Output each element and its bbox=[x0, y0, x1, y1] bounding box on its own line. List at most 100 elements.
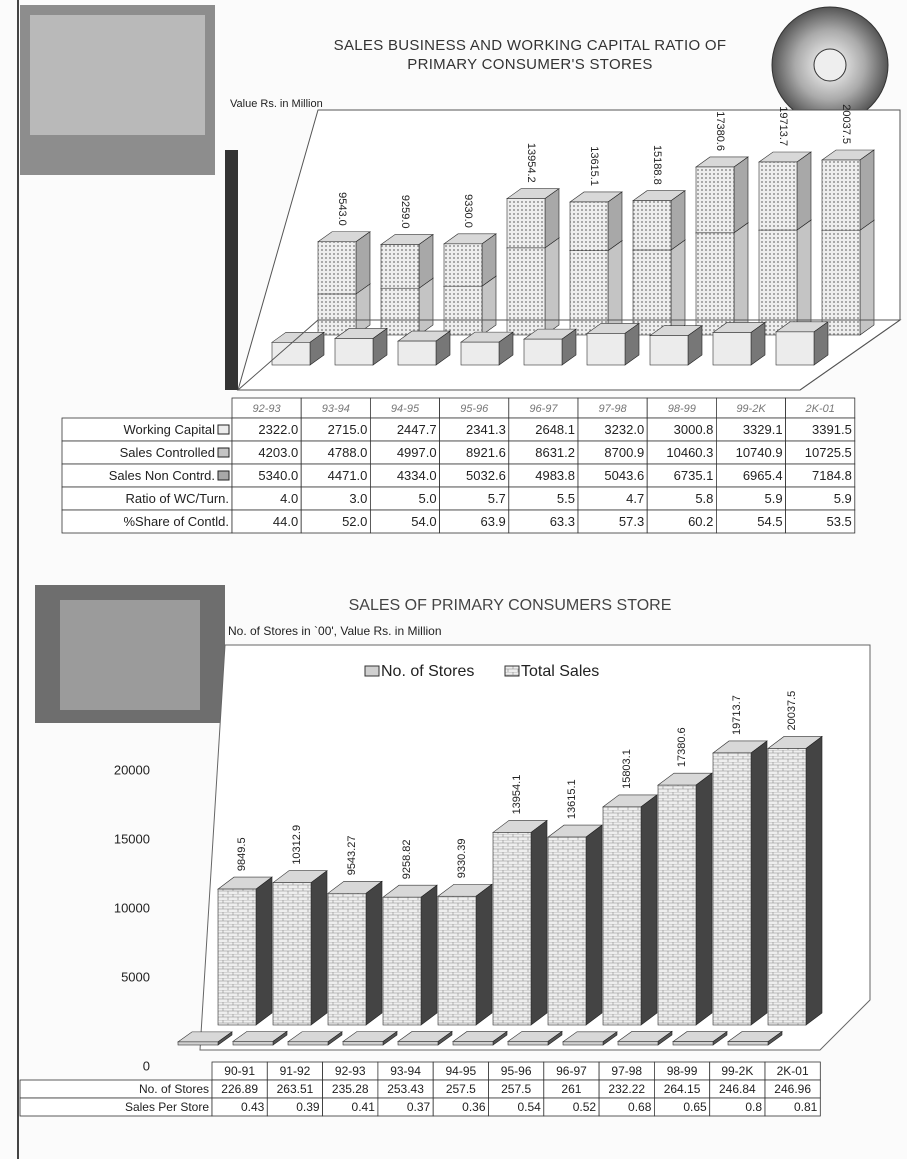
table-text: 8700.9 bbox=[604, 445, 644, 460]
table-text: 5340.0 bbox=[258, 468, 298, 483]
table-text: 5.7 bbox=[488, 491, 506, 506]
table-text: 0.8 bbox=[745, 1100, 762, 1114]
table-text: 5.0 bbox=[419, 491, 437, 506]
bar bbox=[821, 159, 861, 231]
table-text: 4203.0 bbox=[258, 445, 298, 460]
table-text: Ratio of WC/Turn. bbox=[125, 491, 229, 506]
data-label: 10312.9 bbox=[291, 825, 303, 865]
table-text: 4334.0 bbox=[397, 468, 437, 483]
table-text: 91-92 bbox=[280, 1064, 311, 1078]
bar bbox=[380, 287, 420, 336]
bar bbox=[272, 882, 312, 1026]
bar bbox=[547, 836, 587, 1026]
legend-swatch bbox=[217, 447, 230, 458]
bar bbox=[775, 331, 815, 366]
bar bbox=[397, 340, 437, 366]
data-label: 13954.2 bbox=[525, 143, 537, 183]
bar bbox=[460, 341, 500, 366]
bar bbox=[617, 1041, 659, 1046]
table-text: 0.41 bbox=[352, 1100, 376, 1114]
legend-swatch bbox=[364, 665, 380, 677]
bar bbox=[767, 748, 807, 1026]
data-label: 9330.39 bbox=[456, 838, 468, 878]
bar bbox=[217, 888, 257, 1026]
table-text: 0.65 bbox=[683, 1100, 707, 1114]
bar-side bbox=[670, 190, 686, 251]
table-text: 0.54 bbox=[517, 1100, 541, 1114]
bar-side bbox=[607, 191, 623, 252]
bar-side bbox=[796, 219, 812, 336]
y-tick-label: 15000 bbox=[114, 831, 150, 846]
data-label: 9330.0 bbox=[462, 194, 474, 228]
bar bbox=[317, 241, 357, 295]
table-text: 98-99 bbox=[668, 403, 696, 415]
bar bbox=[452, 1041, 494, 1046]
y-tick-label: 10000 bbox=[114, 900, 150, 915]
data-label: 17380.6 bbox=[714, 111, 726, 151]
table-text: 5032.6 bbox=[466, 468, 506, 483]
table-text: 0.39 bbox=[296, 1100, 320, 1114]
table-text: 261 bbox=[561, 1082, 581, 1096]
bar-side bbox=[530, 819, 548, 1026]
table-text: 2K-01 bbox=[805, 403, 835, 415]
bar bbox=[232, 1041, 274, 1046]
side-wall bbox=[225, 150, 238, 390]
table-text: 63.3 bbox=[550, 514, 575, 529]
photo-detail bbox=[60, 600, 200, 710]
floor bbox=[236, 319, 902, 391]
table-text: 2322.0 bbox=[258, 422, 298, 437]
table-text: 10460.3 bbox=[666, 445, 713, 460]
table-text: 44.0 bbox=[273, 514, 298, 529]
table-text: 63.9 bbox=[480, 514, 505, 529]
bar bbox=[586, 333, 626, 366]
bar bbox=[569, 250, 609, 336]
table-text: 4471.0 bbox=[328, 468, 368, 483]
table-text: 95-96 bbox=[460, 403, 489, 415]
bar bbox=[443, 285, 483, 336]
table-text: 253.43 bbox=[387, 1082, 424, 1096]
data-label: 9849.5 bbox=[236, 837, 248, 871]
bar-side bbox=[733, 156, 749, 234]
bar bbox=[507, 1041, 549, 1046]
table-text: 257.5 bbox=[446, 1082, 476, 1096]
bar bbox=[672, 1041, 714, 1046]
bar bbox=[382, 896, 422, 1026]
bar bbox=[287, 1041, 329, 1046]
table-text: 5043.6 bbox=[604, 468, 644, 483]
bar bbox=[569, 201, 609, 251]
bar bbox=[695, 166, 735, 234]
bar bbox=[649, 335, 689, 366]
table-text: 97-98 bbox=[611, 1064, 642, 1078]
data-label: 20037.5 bbox=[786, 691, 798, 731]
bar-side bbox=[640, 794, 658, 1026]
data-label: 13954.1 bbox=[511, 775, 523, 815]
table-text: Sales Non Contrd. bbox=[109, 468, 215, 483]
y-tick-label: 20000 bbox=[114, 762, 150, 777]
bar bbox=[727, 1041, 769, 1046]
table-text: 264.15 bbox=[664, 1082, 701, 1096]
table-text: 95-96 bbox=[501, 1064, 532, 1078]
table-text: 53.5 bbox=[826, 514, 851, 529]
table-text: 99-2K bbox=[721, 1064, 753, 1078]
table-text: 97-98 bbox=[599, 403, 628, 415]
table-text: No. of Stores bbox=[139, 1082, 209, 1096]
bar bbox=[632, 249, 672, 336]
table-text: 6965.4 bbox=[743, 468, 783, 483]
table-text: 0.68 bbox=[628, 1100, 652, 1114]
bar bbox=[380, 244, 420, 289]
table-text: 60.2 bbox=[688, 514, 713, 529]
data-label: 20037.5 bbox=[840, 104, 852, 144]
table-text: 0.81 bbox=[794, 1100, 818, 1114]
bar bbox=[437, 895, 477, 1026]
bar-side bbox=[695, 772, 713, 1026]
table-text: 235.28 bbox=[332, 1082, 369, 1096]
legend-swatch bbox=[217, 424, 230, 435]
legend-swatch bbox=[217, 470, 230, 481]
bar-side bbox=[355, 231, 371, 295]
table-text: 246.96 bbox=[774, 1082, 811, 1096]
bar bbox=[712, 752, 752, 1026]
bar bbox=[506, 198, 546, 249]
table-text: 10725.5 bbox=[805, 445, 852, 460]
cd-hole bbox=[813, 48, 847, 82]
table-text: Sales Per Store bbox=[125, 1100, 209, 1114]
